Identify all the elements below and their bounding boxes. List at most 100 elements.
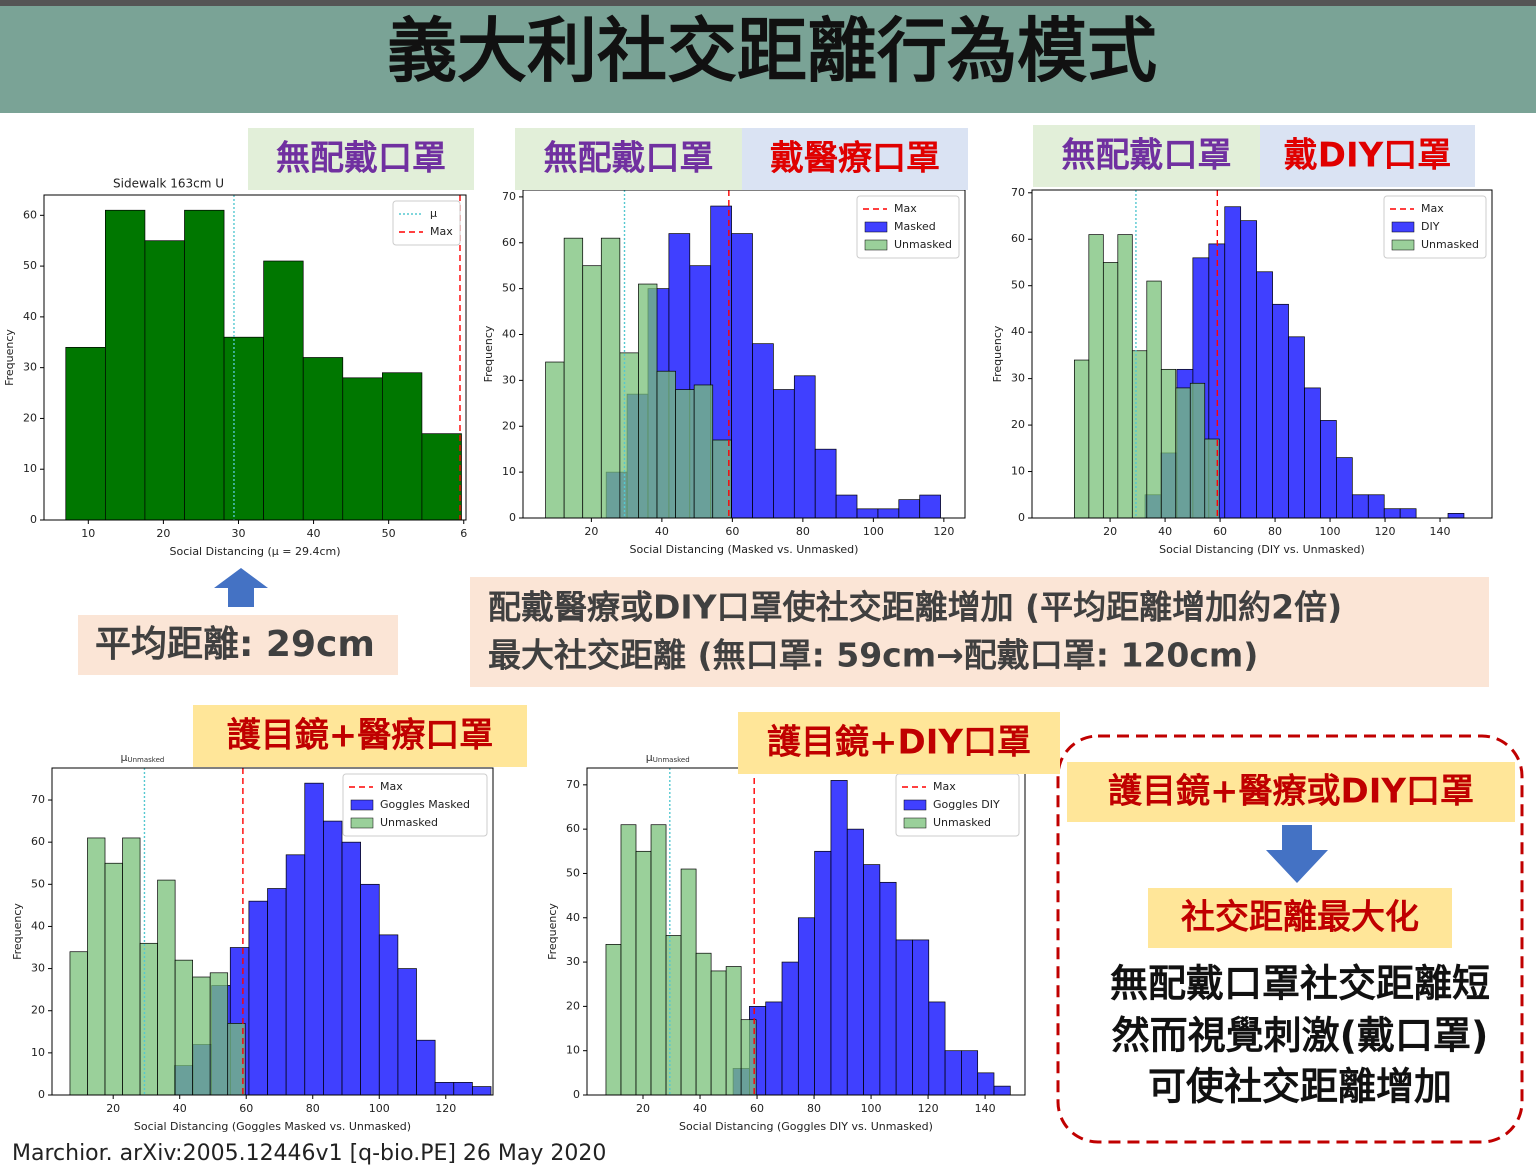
- up-arrow: [214, 568, 268, 607]
- y-tick-label: 10: [23, 462, 37, 475]
- y-axis-label: Frequency: [11, 903, 24, 960]
- bar: [797, 917, 815, 1096]
- legend-swatch: [1391, 221, 1415, 233]
- x-tick-label: 10: [81, 527, 95, 540]
- bar: [835, 494, 858, 519]
- bar: [1256, 271, 1273, 519]
- bar: [620, 824, 637, 1096]
- y-tick-label: 60: [1011, 232, 1025, 245]
- slide-title: 義大利社交距離行為模式: [387, 10, 1157, 92]
- header-band: [0, 0, 1536, 113]
- x-tick-label: 100: [369, 1102, 390, 1115]
- bar: [977, 1072, 995, 1096]
- x-axis-label: Social Distancing (DIY vs. Unmasked): [1159, 543, 1365, 556]
- bar: [1336, 457, 1353, 519]
- bar: [1367, 494, 1385, 519]
- x-tick-label: 60: [239, 1102, 253, 1115]
- chart-tag-box: [193, 705, 527, 767]
- x-tick-label: 6: [460, 527, 467, 540]
- bar: [122, 837, 141, 1096]
- bar: [752, 343, 774, 519]
- y-tick-label: 50: [31, 877, 45, 890]
- chart-tag-box: [515, 128, 742, 190]
- bar: [104, 862, 123, 1096]
- bar: [879, 881, 897, 1096]
- down-arrow: [1266, 825, 1328, 883]
- bar: [263, 260, 304, 521]
- y-axis-label: Frequency: [482, 325, 495, 382]
- bar: [675, 389, 695, 519]
- x-tick-label: 30: [231, 527, 245, 540]
- legend-swatch: [903, 799, 927, 811]
- bar: [421, 433, 462, 521]
- y-tick-label: 0: [509, 511, 516, 524]
- x-tick-label: 60: [1213, 525, 1227, 538]
- reference-label-sub: Unmasked: [127, 756, 164, 764]
- bar: [184, 209, 225, 521]
- x-axis-label: Social Distancing (Goggles Masked vs. Un…: [134, 1120, 411, 1133]
- bar: [434, 1082, 455, 1096]
- bar: [863, 864, 881, 1096]
- citation: Marchior. arXiv:2005.12446v1 [q-bio.PE] …: [12, 1141, 606, 1166]
- y-tick-label: 60: [502, 236, 516, 249]
- legend-label: Max: [894, 202, 917, 215]
- reference-label: μ: [646, 751, 653, 764]
- conclusion-result-box: [1148, 888, 1452, 948]
- conclusion-box: [1056, 734, 1524, 1144]
- bar: [693, 384, 714, 519]
- chart-tag-box: [738, 712, 1060, 774]
- bar: [814, 850, 832, 1096]
- x-tick-label: 40: [655, 525, 669, 538]
- bar: [1088, 234, 1104, 519]
- legend-swatch: [903, 817, 927, 829]
- y-tick-label: 50: [566, 866, 580, 879]
- header-strip: [0, 0, 1536, 6]
- y-tick-label: 30: [31, 962, 45, 975]
- x-tick-label: 20: [584, 525, 598, 538]
- chart-tag-box: [742, 128, 968, 190]
- legend-label: DIY: [1421, 220, 1440, 233]
- conclusion-heading-box: [1067, 762, 1515, 822]
- bar: [765, 1001, 783, 1096]
- x-axis-label: Social Distancing (μ = 29.4cm): [170, 545, 341, 558]
- summary-line: 最大社交距離 (無口罩: 59cm→配戴口罩: 120cm): [488, 636, 1258, 675]
- bar: [1447, 513, 1465, 519]
- legend-swatch: [350, 799, 374, 811]
- y-tick-label: 70: [31, 793, 45, 806]
- legend-label: μ: [430, 207, 437, 220]
- x-tick-label: 20: [1103, 525, 1117, 538]
- y-axis-label: Frequency: [546, 903, 559, 960]
- legend-swatch: [1391, 239, 1415, 251]
- chart-tag: 戴醫療口罩: [770, 139, 940, 179]
- bar: [87, 837, 106, 1096]
- chart-tag-box: [1033, 125, 1260, 187]
- bar: [1399, 508, 1417, 519]
- bar: [638, 283, 658, 519]
- bar: [248, 900, 268, 1096]
- x-tick-label: 40: [307, 527, 321, 540]
- y-tick-label: 70: [1011, 186, 1025, 199]
- bar: [472, 1086, 492, 1096]
- legend-box: [392, 200, 461, 246]
- y-tick-label: 50: [23, 259, 37, 272]
- bar: [1240, 220, 1257, 519]
- x-tick-label: 80: [1268, 525, 1282, 538]
- mean-note: 平均距離: 29cm: [95, 624, 375, 665]
- bar: [1304, 387, 1321, 519]
- x-axis-label: Social Distancing (Goggles DIY vs. Unmas…: [679, 1120, 933, 1133]
- bar: [65, 346, 106, 521]
- reference-label: μ: [120, 751, 127, 764]
- bar: [378, 934, 399, 1096]
- x-tick-label: 120: [933, 525, 954, 538]
- legend-label: Unmasked: [1421, 238, 1479, 251]
- bar: [725, 966, 742, 1096]
- bar: [157, 879, 176, 1096]
- bar: [1272, 303, 1289, 519]
- y-tick-label: 10: [31, 1046, 45, 1059]
- bar: [710, 970, 727, 1096]
- x-tick-label: 120: [435, 1102, 456, 1115]
- bar: [1160, 368, 1177, 519]
- x-tick-label: 40: [173, 1102, 187, 1115]
- y-tick-label: 20: [31, 1004, 45, 1017]
